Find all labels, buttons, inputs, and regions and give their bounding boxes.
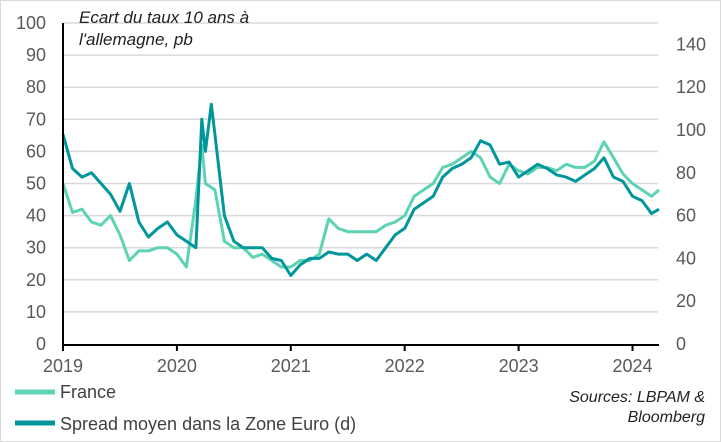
right-tick-label: 20	[676, 291, 696, 311]
chart-title-line-2: l'allemagne, pb	[79, 30, 193, 49]
series-lines	[61, 102, 660, 277]
left-tick-label: 50	[26, 174, 46, 194]
x-tick-label: 2024	[612, 356, 652, 376]
right-tick-label: 100	[676, 120, 706, 140]
left-tick-label: 60	[26, 141, 46, 161]
right-tick-label: 120	[676, 77, 706, 97]
chart-title-line-1: Ecart du taux 10 ans à	[79, 8, 249, 27]
x-tick-label: 2022	[385, 356, 425, 376]
left-axis-ticks: 0 10 20 30 40 50 60 70 80 90 100	[16, 13, 46, 354]
x-tick-label: 2023	[499, 356, 539, 376]
left-tick-label: 70	[26, 109, 46, 129]
right-tick-label: 60	[676, 206, 696, 226]
left-tick-label: 90	[26, 45, 46, 65]
right-tick-label: 140	[676, 34, 706, 54]
left-tick-label: 80	[26, 77, 46, 97]
right-tick-label: 40	[676, 248, 696, 268]
series-line-spread	[61, 102, 660, 277]
x-tick-label: 2021	[271, 356, 311, 376]
series-line-france	[61, 140, 660, 269]
right-tick-label: 80	[676, 163, 696, 183]
legend-label-spread: Spread moyen dans la Zone Euro (d)	[60, 414, 356, 434]
legend-label-france: France	[60, 382, 116, 402]
left-tick-label: 40	[26, 206, 46, 226]
left-tick-label: 30	[26, 238, 46, 258]
x-axis-ticks: 2019 2020 2021 2022 2023 2024	[43, 345, 653, 376]
left-tick-label: 100	[16, 13, 46, 33]
source-line-1: Sources: LBPAM &	[569, 389, 705, 406]
left-tick-label: 0	[36, 334, 46, 354]
gridlines	[63, 22, 658, 313]
x-tick-label: 2020	[157, 356, 197, 376]
left-tick-label: 10	[26, 302, 46, 322]
right-axis-ticks: 0 20 40 60 80 100 120 140	[676, 34, 706, 354]
source-line-2: Bloomberg	[628, 409, 705, 426]
x-tick-label: 2019	[43, 356, 83, 376]
left-tick-label: 20	[26, 270, 46, 290]
right-tick-label: 0	[676, 334, 686, 354]
